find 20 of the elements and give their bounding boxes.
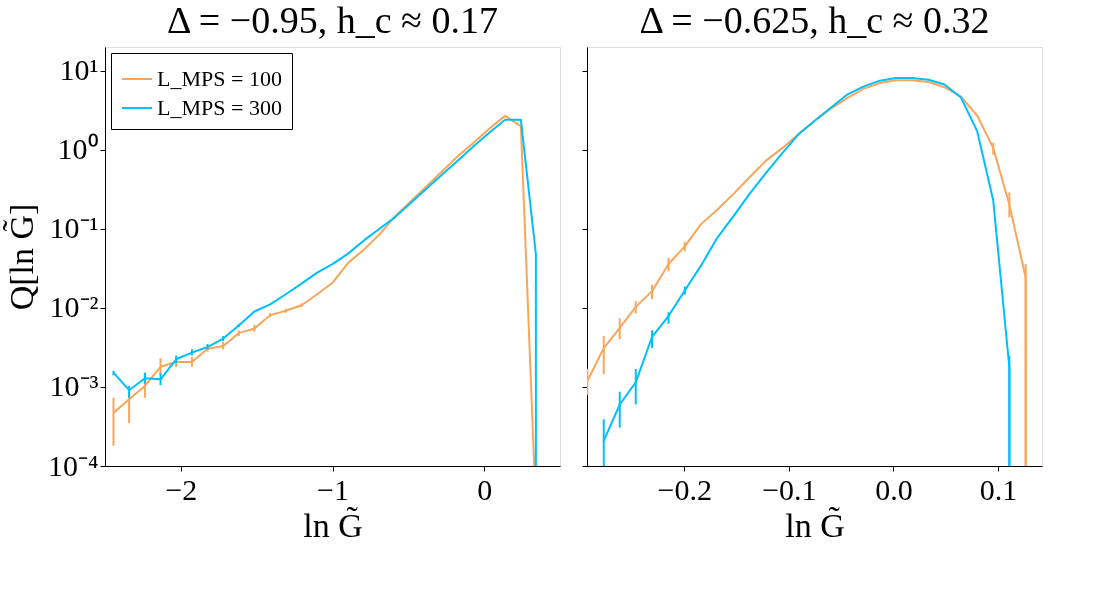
y-tick-label: 10⁰ (57, 132, 99, 166)
legend-label: L_MPS = 100 (157, 66, 282, 91)
y-tick-label: 10⁻⁴ (48, 448, 99, 482)
y-tick-label: 10⁻¹ (49, 211, 99, 245)
y-tick-label: 10⁻³ (49, 369, 99, 403)
chart-title: Δ = −0.95, h_c ≈ 0.17 (167, 0, 498, 41)
chart-title: Δ = −0.625, h_c ≈ 0.32 (639, 0, 990, 41)
x-axis-title: ln G̃ (785, 505, 845, 544)
legend-label: L_MPS = 300 (157, 95, 282, 120)
x-axis-title: ln G̃ (303, 505, 363, 544)
x-tick-label: 0 (477, 472, 493, 506)
x-tick-label: −1 (317, 472, 349, 506)
x-tick-label: 0.0 (875, 472, 913, 506)
x-tick-label: −0.2 (657, 472, 712, 506)
x-tick-label: −0.1 (762, 472, 817, 506)
x-tick-label: 0.1 (979, 472, 1018, 506)
y-axis-title: Q[ln G̃] (2, 203, 41, 311)
y-tick-label: 10¹ (59, 53, 99, 87)
x-tick-label: −2 (165, 472, 198, 506)
y-tick-label: 10⁻² (49, 290, 99, 324)
